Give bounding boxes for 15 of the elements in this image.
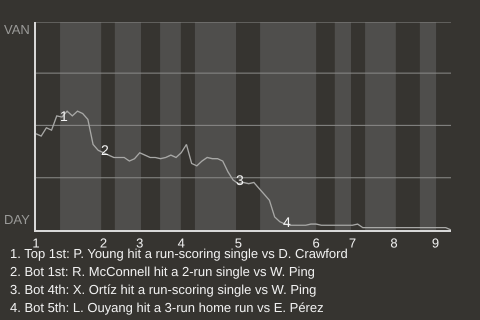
annotation: 1 (60, 108, 68, 124)
x-tick-label: 7 (348, 236, 356, 251)
x-tick-label: 8 (390, 236, 398, 251)
x-tick-label: 9 (432, 236, 440, 251)
text: 3. Bot 4th: X. Ortíz hit a run-scoring single vs W. Ping (10, 282, 316, 297)
x-tick-label: 5 (234, 236, 242, 251)
x-tick-label: 2 (100, 236, 108, 251)
x-tick-label: 1 (32, 236, 40, 251)
text: 2. Bot 1st: R. McConnell hit a 2-run single vs W. Ping (10, 264, 315, 279)
annotation: 4 (283, 214, 291, 230)
text: DAY (4, 212, 30, 227)
x-tick-label: 6 (312, 236, 320, 251)
text: 4. Bot 5th: L. Ouyang hit a 3-run home run vs E. Pérez (10, 300, 324, 315)
text: VAN (4, 22, 30, 37)
x-tick-label: 4 (178, 236, 185, 251)
